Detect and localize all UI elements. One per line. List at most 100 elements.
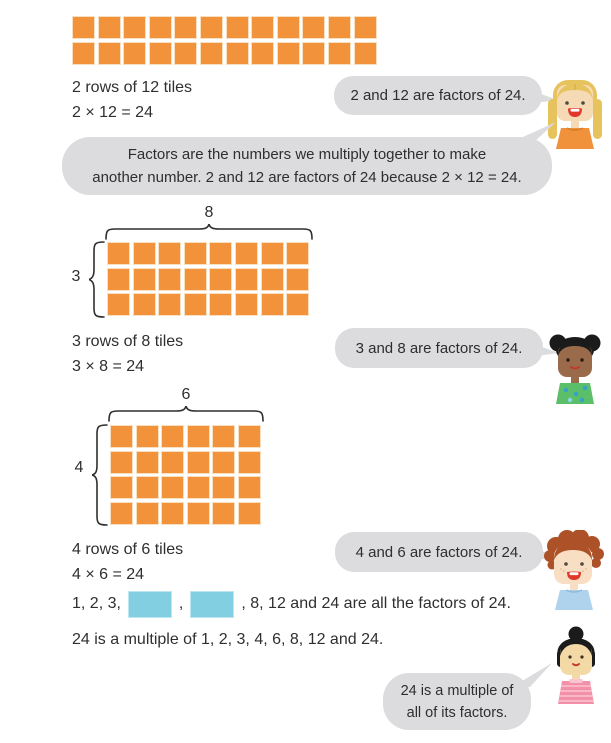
definition-line-2: another number. 2 and 12 are factors of … xyxy=(92,169,522,186)
tile xyxy=(302,41,326,65)
bun-girl-icon xyxy=(557,626,595,704)
tile xyxy=(276,41,300,65)
factors-separator: , xyxy=(178,595,184,612)
tile xyxy=(209,293,233,317)
factors-prefix: 1, 2, 3, xyxy=(72,595,121,612)
answer-box-2[interactable] xyxy=(190,590,235,618)
tile xyxy=(161,425,185,448)
tile xyxy=(212,425,236,448)
tile xyxy=(234,242,258,265)
tile xyxy=(161,450,185,474)
tile xyxy=(234,293,258,317)
tile xyxy=(212,450,236,474)
tile xyxy=(237,476,261,500)
tile xyxy=(148,41,172,65)
tile xyxy=(251,41,275,65)
tile xyxy=(260,293,284,317)
tile xyxy=(123,41,147,65)
tile xyxy=(158,267,182,291)
tile xyxy=(174,41,198,65)
tile xyxy=(135,476,159,500)
tile xyxy=(212,476,236,500)
tile xyxy=(161,501,185,525)
caption-array-2: 3 rows of 8 tiles 3 × 8 = 24 xyxy=(72,329,183,379)
afro-puffs-girl-icon xyxy=(549,334,601,404)
caption-equation: 3 × 8 = 24 xyxy=(72,358,145,375)
tile xyxy=(237,425,261,448)
tile xyxy=(148,16,172,39)
tile xyxy=(286,242,310,265)
factors-fill-in-line: 1, 2, 3, , , 8, 12 and 24 are all the fa… xyxy=(72,589,511,619)
speech-bubble-text: 3 and 8 are factors of 24. xyxy=(355,339,523,357)
tile xyxy=(110,476,133,500)
tile xyxy=(327,16,351,39)
speech-bubble-text: 4 and 6 are factors of 24. xyxy=(355,543,523,561)
tile xyxy=(110,501,133,525)
tile xyxy=(110,450,133,474)
tile xyxy=(186,476,210,500)
tile xyxy=(286,293,310,317)
left-brace-icon xyxy=(92,424,108,526)
tile xyxy=(251,16,275,39)
caption-array-1: 2 rows of 12 tiles 2 × 12 = 24 xyxy=(72,75,192,125)
tile xyxy=(260,267,284,291)
multiple-bubble-line-2: all of its factors. xyxy=(406,704,508,721)
tile xyxy=(158,293,182,317)
tile xyxy=(161,476,185,500)
caption-rows-text: 3 rows of 8 tiles xyxy=(72,333,184,350)
multiple-bubble-line-1: 24 is a multiple of xyxy=(400,682,514,699)
tile xyxy=(209,242,233,265)
column-count-label: 6 xyxy=(181,386,191,403)
tile xyxy=(353,16,377,39)
tile xyxy=(107,267,130,291)
top-brace-icon xyxy=(105,224,313,240)
tile xyxy=(186,425,210,448)
tile-array-4x6 xyxy=(110,425,261,525)
tile-array-3x8 xyxy=(107,242,310,317)
caption-array-3: 4 rows of 6 tiles 4 × 6 = 24 xyxy=(72,537,183,587)
multiple-statement: 24 is a multiple of 1, 2, 3, 4, 6, 8, 12… xyxy=(72,631,384,648)
top-brace-icon xyxy=(108,406,264,422)
definition-line-1: Factors are the numbers we multiply toge… xyxy=(127,146,487,163)
tile xyxy=(276,16,300,39)
tile xyxy=(186,450,210,474)
tile xyxy=(183,293,207,317)
caption-rows-text: 4 rows of 6 tiles xyxy=(72,541,184,558)
left-brace-icon xyxy=(89,241,105,318)
tile xyxy=(225,41,249,65)
tile xyxy=(97,41,121,65)
tile-array-2x12 xyxy=(72,16,377,65)
tile xyxy=(183,267,207,291)
tile xyxy=(110,425,133,448)
tile xyxy=(327,41,351,65)
tile xyxy=(174,16,198,39)
tile xyxy=(123,16,147,39)
bubble-tail xyxy=(528,342,559,357)
tile xyxy=(132,242,156,265)
tile xyxy=(135,501,159,525)
speech-bubble-factors-3-8: 3 and 8 are factors of 24. xyxy=(335,328,543,368)
speech-bubble-factors-2-12: 2 and 12 are factors of 24. xyxy=(334,76,542,115)
tile xyxy=(97,16,121,39)
tile xyxy=(107,293,130,317)
speech-bubble-multiple: 24 is a multiple of all of its factors. xyxy=(383,673,531,730)
speech-bubble-text: 2 and 12 are factors of 24. xyxy=(350,87,526,104)
tile xyxy=(72,41,95,65)
avatar-curly-red-boy xyxy=(542,529,606,615)
tile xyxy=(199,41,223,65)
tile xyxy=(72,16,95,39)
blonde-girl-icon xyxy=(548,80,602,149)
tile xyxy=(286,267,310,291)
avatar-bun-girl xyxy=(545,626,607,715)
tile xyxy=(199,16,223,39)
tile xyxy=(183,242,207,265)
tile xyxy=(302,16,326,39)
caption-equation: 4 × 6 = 24 xyxy=(72,566,145,583)
tile xyxy=(260,242,284,265)
caption-equation: 2 × 12 = 24 xyxy=(72,104,153,121)
speech-bubble-factors-4-6: 4 and 6 are factors of 24. xyxy=(335,532,543,572)
answer-box-1[interactable] xyxy=(127,590,172,618)
tile xyxy=(225,16,249,39)
column-count-label: 8 xyxy=(204,204,214,221)
